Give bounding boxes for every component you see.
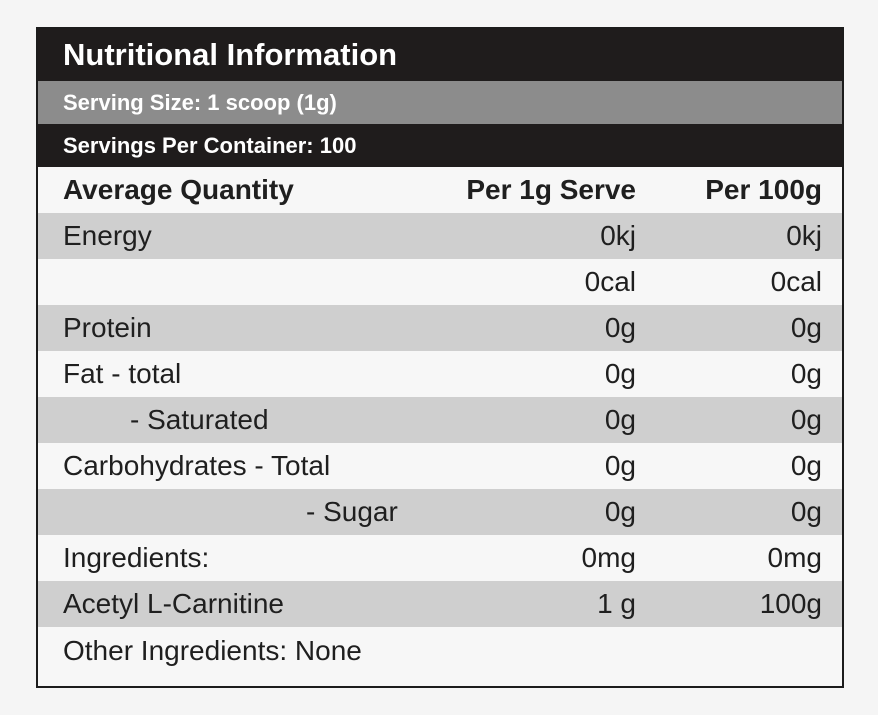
row-per-serve: 0g (604, 496, 636, 527)
row-per-serve: 1 g (597, 588, 636, 619)
column-header-row: Average Quantity Per 1g Serve Per 100g (38, 167, 842, 213)
row-per-serve: 0g (604, 312, 636, 343)
other-ingredients-row: Other Ingredients: None (38, 627, 842, 675)
column-header-per-serve: Per 1g Serve (466, 174, 636, 205)
row-per-100g: 0g (790, 450, 822, 481)
row-per-100g: 0cal (770, 266, 822, 297)
table-row-fat-total: Fat - total 0g 0g (38, 351, 842, 397)
table-row-ingredients: Ingredients: 0mg 0mg (38, 535, 842, 581)
row-per-serve: 0cal (584, 266, 636, 297)
column-header-quantity: Average Quantity (63, 174, 294, 205)
table-row-sugar: - Sugar 0g 0g (38, 489, 842, 535)
table-row-energy-cal: 0cal 0cal (38, 259, 842, 305)
row-per-100g: 0g (790, 404, 822, 435)
row-label: Ingredients: (63, 542, 210, 573)
row-label: - Saturated (130, 404, 269, 435)
table-row-acetyl-l-carnitine: Acetyl L-Carnitine 1 g 100g (38, 581, 842, 627)
row-per-100g: 100g (759, 588, 822, 619)
row-per-100g: 0g (790, 312, 822, 343)
row-label: Protein (63, 312, 152, 343)
table-row-energy-kj: Energy 0kj 0kj (38, 213, 842, 259)
row-per-serve: 0g (604, 358, 636, 389)
row-per-serve: 0kj (600, 220, 636, 251)
row-per-100g: 0kj (786, 220, 822, 251)
column-header-per-100g: Per 100g (705, 174, 822, 205)
row-per-serve: 0g (604, 404, 636, 435)
row-label: Fat - total (63, 358, 182, 389)
row-label: - Sugar (306, 496, 398, 527)
row-per-100g: 0mg (767, 542, 822, 573)
other-ingredients-text: Other Ingredients: None (63, 635, 362, 666)
servings-per-container: Servings Per Container: 100 (38, 124, 842, 167)
table-row-protein: Protein 0g 0g (38, 305, 842, 351)
row-label: Carbohydrates - Total (63, 450, 331, 481)
table-row-saturated: - Saturated 0g 0g (38, 397, 842, 443)
row-per-100g: 0g (790, 496, 822, 527)
row-label: Acetyl L-Carnitine (63, 588, 284, 619)
nutrition-panel: Nutritional Information Serving Size: 1 … (36, 27, 844, 688)
row-per-serve: 0g (604, 450, 636, 481)
panel-title: Nutritional Information (38, 29, 842, 81)
table-row-carbohydrates: Carbohydrates - Total 0g 0g (38, 443, 842, 489)
serving-size: Serving Size: 1 scoop (1g) (38, 81, 842, 124)
row-per-serve: 0mg (581, 542, 636, 573)
row-per-100g: 0g (790, 358, 822, 389)
row-label: Energy (63, 220, 152, 251)
